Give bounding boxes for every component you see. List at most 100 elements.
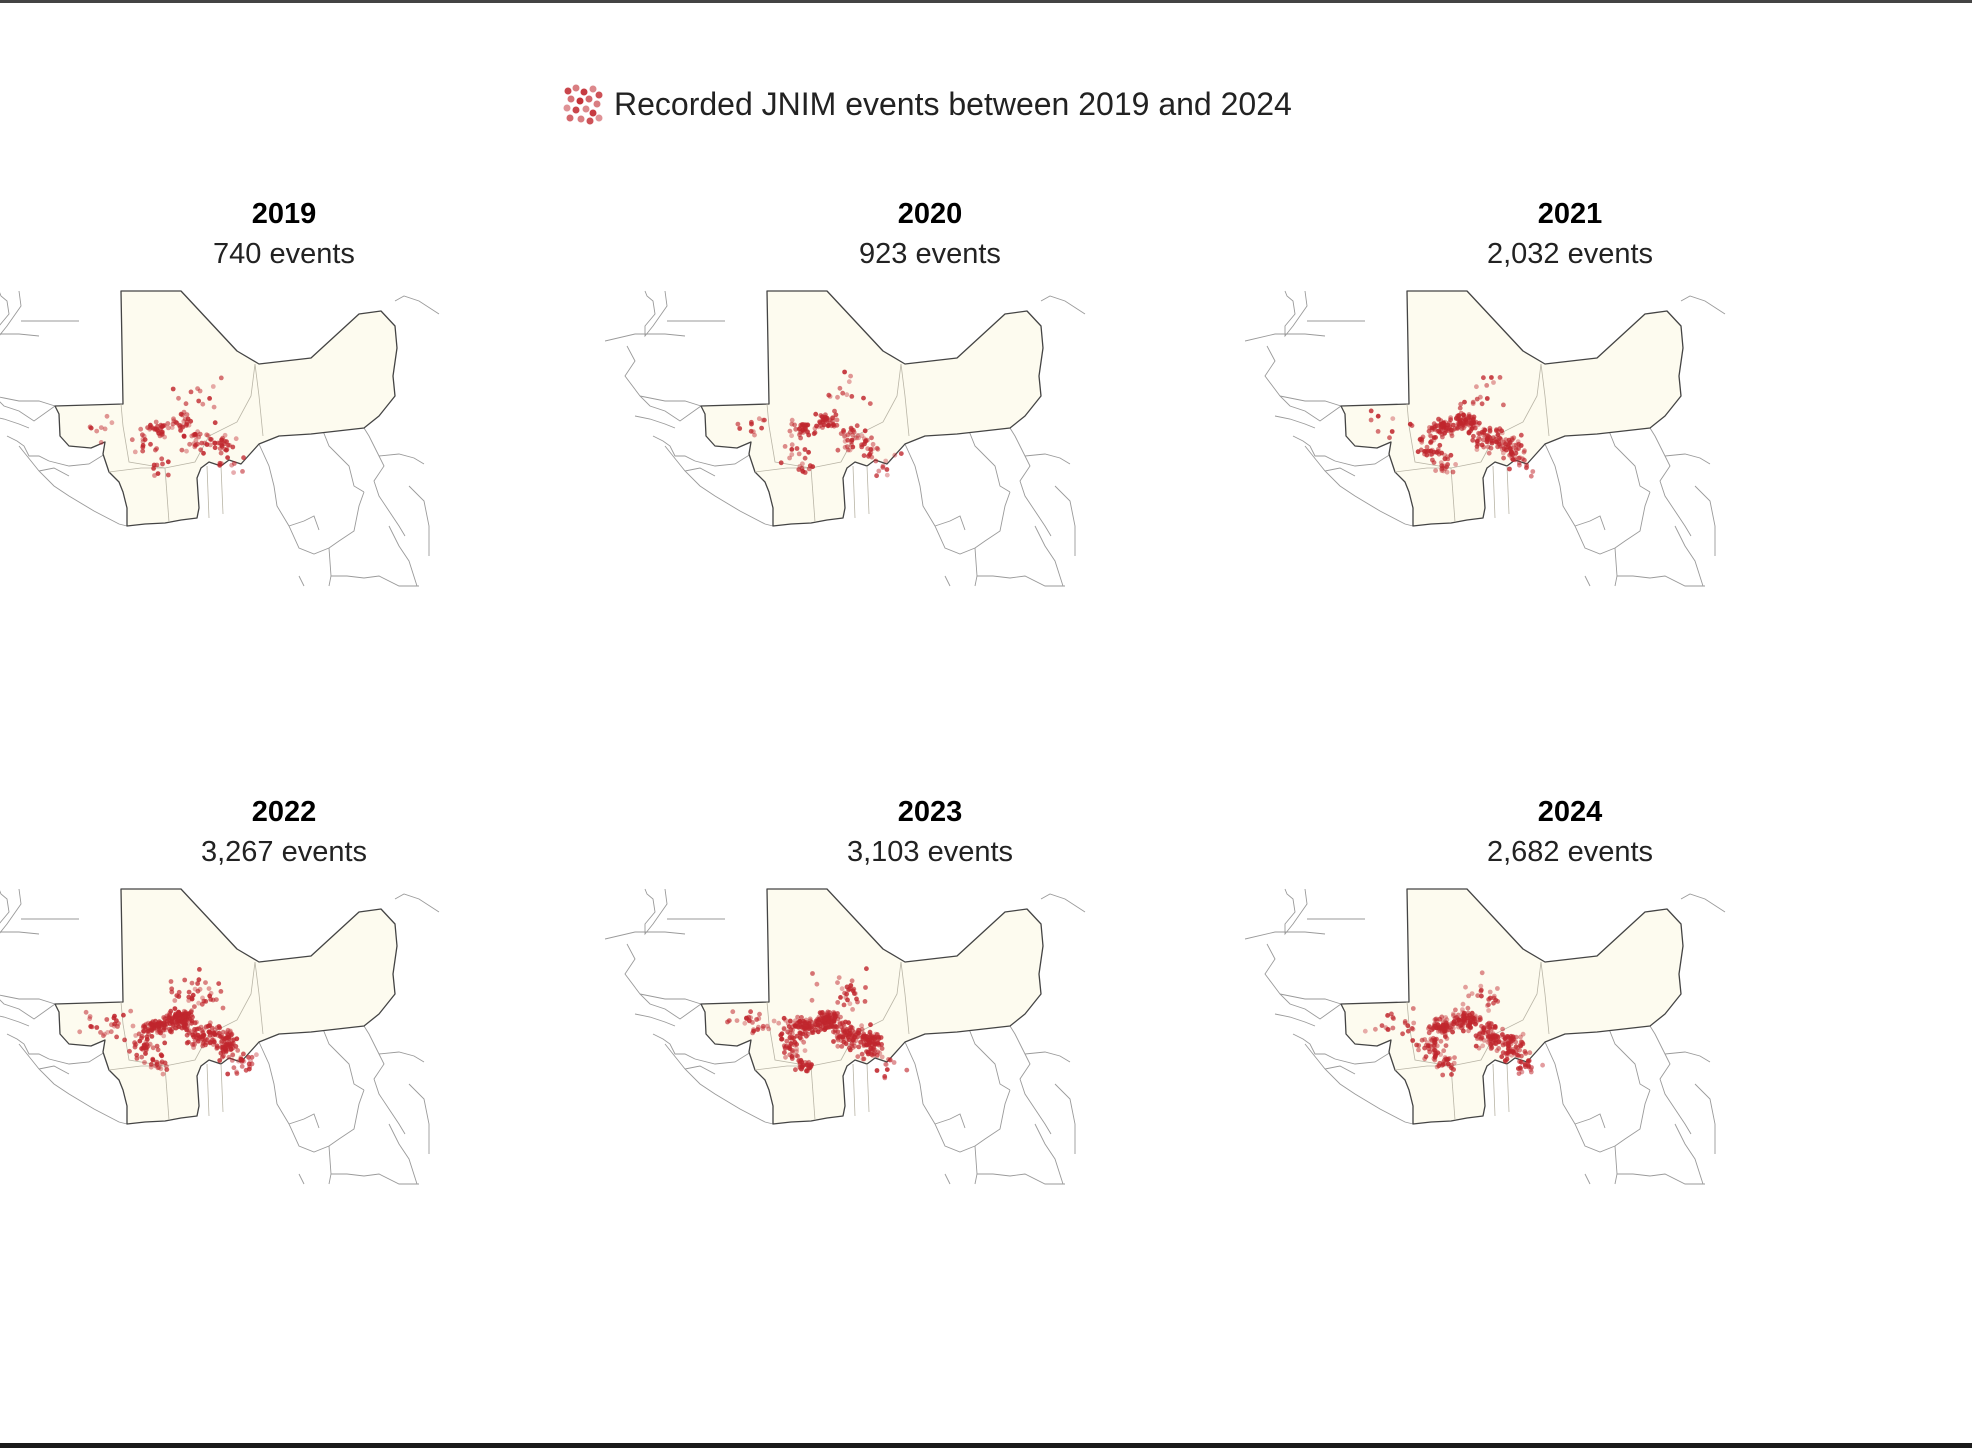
event-dot	[227, 1028, 233, 1034]
event-dot	[841, 1002, 847, 1008]
event-dot	[874, 473, 879, 479]
event-dot	[821, 422, 827, 428]
event-dot	[1433, 423, 1439, 429]
event-dot	[189, 1020, 194, 1026]
event-dot	[228, 1046, 234, 1052]
event-dot	[801, 1018, 806, 1024]
event-dot	[1472, 1015, 1478, 1020]
internal-border	[1492, 1063, 1496, 1117]
event-dot	[204, 432, 210, 438]
event-dot	[1456, 1024, 1461, 1030]
event-dot	[1426, 428, 1432, 434]
event-dot	[1487, 428, 1493, 433]
neighbor-border	[639, 993, 702, 1005]
event-dot	[809, 1030, 815, 1035]
neighbor-border	[328, 1145, 332, 1185]
event-dot	[1507, 466, 1512, 472]
event-dot	[1530, 469, 1536, 474]
neighbor-border	[1284, 290, 1308, 338]
event-dot	[140, 436, 146, 442]
neighbor-borders	[605, 888, 1086, 1185]
event-dot	[875, 1041, 881, 1046]
event-dot	[790, 1027, 795, 1033]
event-dot	[184, 412, 190, 417]
neighbor-border	[684, 1065, 716, 1075]
event-dot	[1517, 1047, 1522, 1053]
event-dot	[128, 1008, 134, 1014]
event-dot	[1419, 437, 1425, 443]
internal-border	[1450, 467, 1456, 523]
map-panel-2023: 2023 3,103 events	[605, 796, 1255, 1336]
event-dot	[842, 369, 847, 375]
event-dot	[809, 997, 815, 1003]
event-dot	[848, 425, 854, 431]
neighbor-borders	[605, 290, 1086, 587]
event-dot	[1481, 430, 1487, 435]
event-dot	[1488, 445, 1494, 451]
event-dot	[141, 1042, 147, 1048]
sahel-region	[54, 888, 398, 1125]
event-dot	[223, 1049, 229, 1055]
event-dot	[186, 422, 192, 428]
event-dot	[108, 1029, 114, 1035]
event-dot	[1528, 1069, 1534, 1075]
event-dot	[1450, 469, 1456, 475]
event-dot	[1499, 1054, 1505, 1060]
event-dot	[734, 1018, 740, 1023]
event-dot	[1439, 463, 1445, 469]
event-dot	[1465, 1018, 1471, 1024]
neighbor-border	[0, 931, 40, 935]
event-dot	[1449, 1072, 1454, 1077]
neighbor-border	[288, 1113, 320, 1129]
internal-border	[852, 1063, 856, 1117]
event-dot	[1455, 421, 1461, 427]
event-dot	[838, 431, 844, 436]
event-dot	[150, 1045, 156, 1051]
event-dot	[1503, 447, 1509, 453]
neighbor-border	[388, 1123, 418, 1185]
event-dot	[1503, 1041, 1508, 1047]
event-dot	[246, 1061, 252, 1067]
panel-event-count: 740 events	[213, 238, 355, 270]
event-dot	[210, 384, 216, 389]
event-dot	[162, 1040, 168, 1046]
event-dot	[184, 1032, 190, 1038]
event-dot	[798, 429, 804, 435]
neighbor-border	[0, 401, 56, 422]
event-dot	[153, 447, 158, 453]
event-dot	[904, 1067, 910, 1073]
internal-border	[120, 363, 256, 469]
event-dot	[1487, 1025, 1493, 1030]
event-dot	[183, 401, 189, 407]
event-dot	[165, 459, 171, 465]
event-dot	[1486, 1008, 1491, 1013]
event-dot	[1513, 1039, 1519, 1045]
event-dot	[1430, 426, 1436, 431]
panel-year: 2020	[897, 198, 963, 230]
event-dot	[846, 1032, 852, 1037]
event-dot	[129, 437, 135, 443]
event-dot	[1432, 1057, 1438, 1063]
internal-border	[254, 961, 264, 1035]
event-dot	[846, 1037, 852, 1043]
internal-border	[900, 363, 910, 437]
event-dot	[1484, 396, 1490, 401]
internal-border	[810, 467, 816, 523]
event-dot	[789, 442, 795, 448]
event-dot	[1509, 1052, 1515, 1058]
internal-border	[810, 1065, 816, 1121]
event-dot	[164, 1013, 170, 1019]
neighbor-border	[1024, 1051, 1071, 1063]
event-dot	[88, 1024, 94, 1029]
neighbor-border	[1245, 333, 1326, 342]
event-dot	[221, 1053, 226, 1059]
event-dot	[230, 444, 236, 450]
neighbor-border	[394, 295, 440, 315]
event-dot	[1466, 993, 1471, 999]
event-dot	[846, 1020, 851, 1026]
event-dot	[1432, 1037, 1438, 1042]
event-dot	[1492, 1033, 1498, 1038]
event-dot	[218, 375, 224, 381]
event-dot	[1475, 441, 1481, 447]
event-dot	[183, 1010, 189, 1016]
